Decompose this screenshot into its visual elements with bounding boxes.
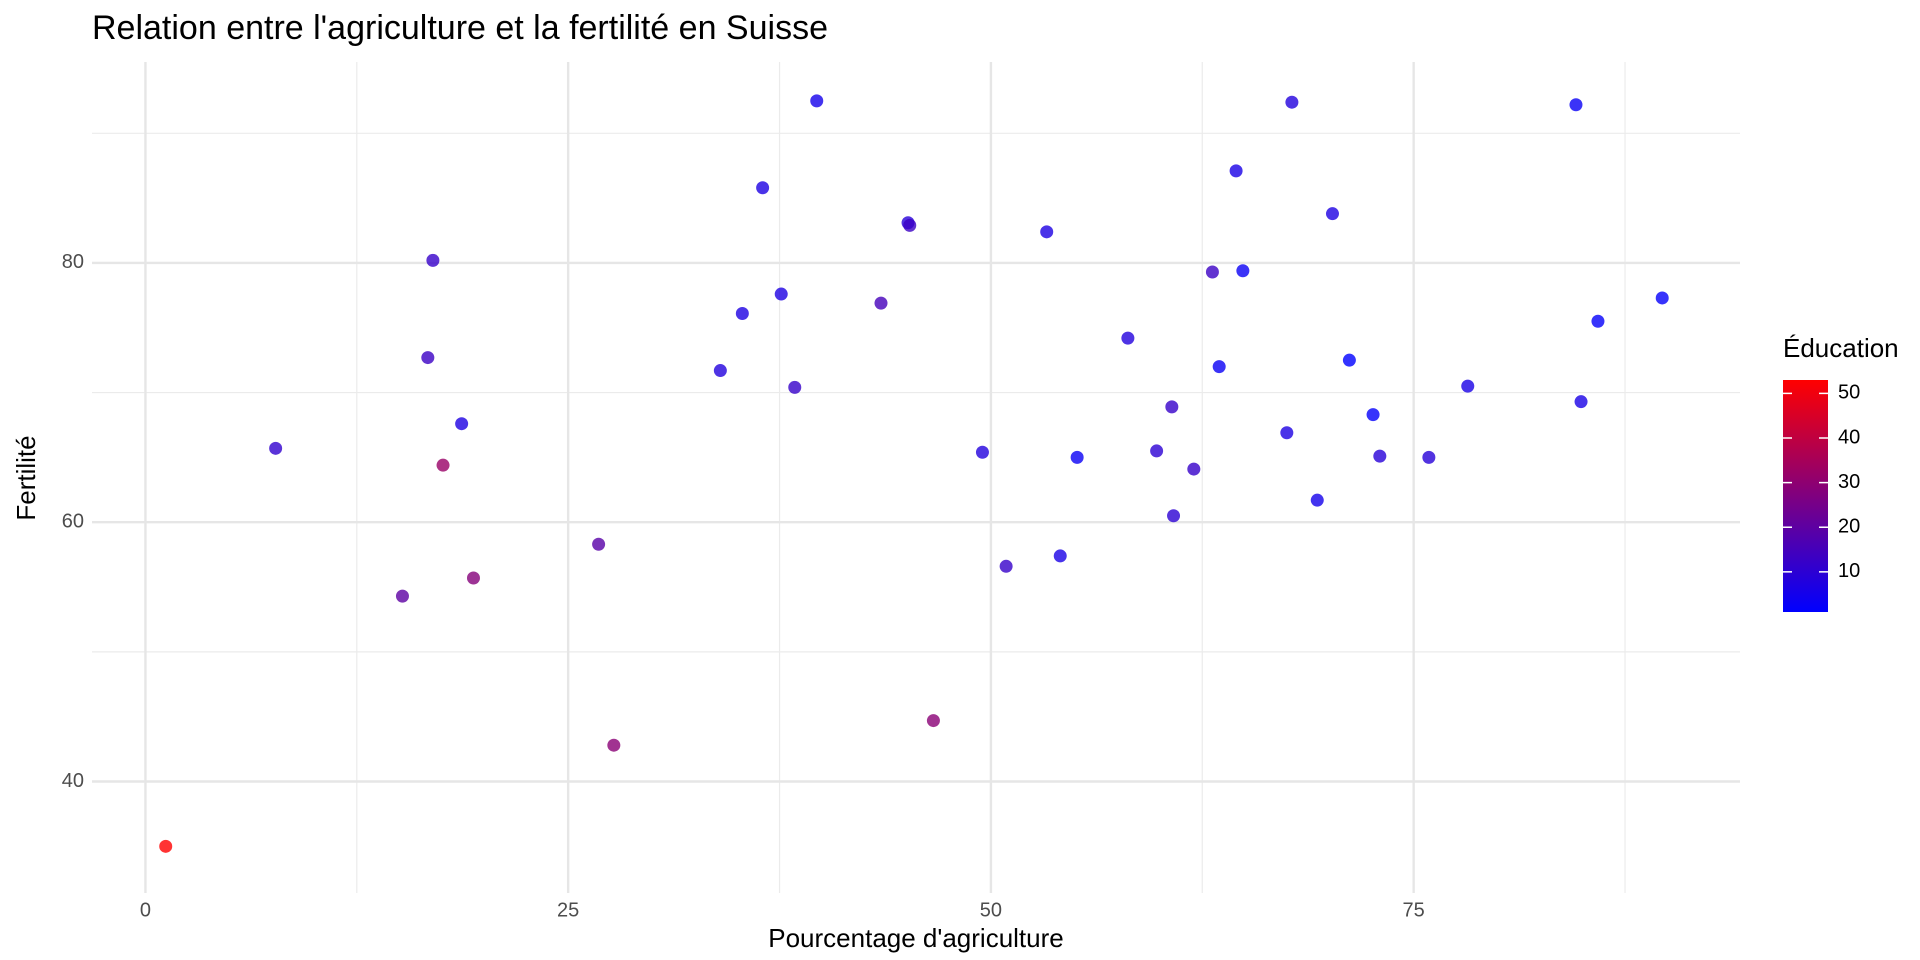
- x-axis-title: Pourcentage d'agriculture: [768, 923, 1063, 953]
- point: [1229, 164, 1243, 178]
- legend-label: 30: [1838, 471, 1860, 493]
- point: [774, 287, 788, 301]
- point: [1212, 360, 1226, 374]
- legend-label: 10: [1838, 560, 1860, 582]
- point: [426, 253, 440, 267]
- legend-label: 50: [1838, 382, 1860, 404]
- point: [999, 559, 1013, 573]
- point: [713, 364, 727, 378]
- point: [810, 94, 824, 108]
- point: [756, 181, 770, 195]
- point: [975, 445, 989, 459]
- point: [1373, 449, 1387, 463]
- point: [1310, 493, 1324, 507]
- point: [1461, 379, 1475, 393]
- x-tick-label: 25: [557, 899, 579, 921]
- point: [1150, 444, 1164, 458]
- y-tick-label: 80: [62, 251, 84, 273]
- point: [592, 537, 606, 551]
- point: [926, 714, 940, 728]
- point: [159, 839, 173, 853]
- point: [436, 458, 450, 472]
- point: [1422, 450, 1436, 464]
- point: [1165, 400, 1179, 414]
- point: [455, 417, 469, 431]
- point: [1366, 408, 1380, 422]
- point: [1574, 395, 1588, 409]
- point: [1070, 450, 1084, 464]
- legend-label: 20: [1838, 516, 1860, 538]
- point: [1053, 549, 1067, 563]
- x-tick-label: 0: [140, 899, 151, 921]
- point: [466, 571, 480, 585]
- point: [1121, 331, 1135, 345]
- point: [903, 218, 917, 232]
- point: [1280, 426, 1294, 440]
- point: [788, 380, 802, 394]
- point: [395, 589, 409, 603]
- point: [607, 738, 621, 752]
- point: [1342, 353, 1356, 367]
- color-bar: [1783, 380, 1828, 612]
- point: [1040, 225, 1054, 239]
- point: [874, 296, 888, 310]
- point: [1285, 95, 1299, 109]
- point: [421, 351, 435, 365]
- y-tick-label: 60: [62, 511, 84, 533]
- point: [1569, 98, 1583, 112]
- point: [1167, 509, 1181, 523]
- legend-title: Éducation: [1783, 333, 1899, 363]
- x-tick-label: 75: [1403, 899, 1425, 921]
- legend-label: 40: [1838, 426, 1860, 448]
- y-tick-label: 40: [62, 770, 84, 792]
- point: [1591, 314, 1605, 328]
- point: [1187, 462, 1201, 476]
- chart-title: Relation entre l'agriculture et la ferti…: [92, 9, 828, 47]
- point: [1655, 291, 1669, 305]
- point: [1236, 264, 1250, 278]
- y-axis-title: Fertilité: [11, 435, 41, 520]
- point: [1325, 207, 1339, 221]
- point: [735, 307, 749, 321]
- x-tick-label: 50: [980, 899, 1002, 921]
- point: [1205, 265, 1219, 279]
- point: [269, 441, 283, 455]
